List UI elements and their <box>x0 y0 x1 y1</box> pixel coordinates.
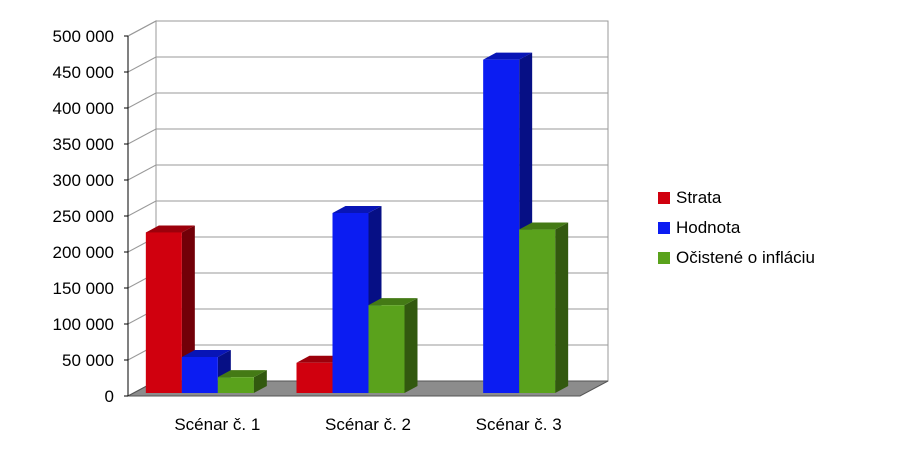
bar <box>332 206 382 393</box>
y-tick-label: 500 000 <box>53 27 114 46</box>
y-tick-label: 200 000 <box>53 243 114 262</box>
x-tick-label: Scénar č. 2 <box>325 415 411 434</box>
y-tick-label: 50 000 <box>62 351 114 370</box>
y-tick-label: 150 000 <box>53 279 114 298</box>
bar-front <box>217 377 254 393</box>
gridline-side <box>127 164 157 181</box>
y-tick-label: 250 000 <box>53 207 114 226</box>
bar-top <box>483 52 533 60</box>
y-tick-label: 400 000 <box>53 99 114 118</box>
bar-top <box>181 350 231 357</box>
bar-side <box>404 298 418 393</box>
legend-item-hodnota: Hodnota <box>658 213 815 243</box>
bar <box>368 298 418 393</box>
bar-front <box>483 59 520 393</box>
y-tick-label: 100 000 <box>53 315 114 334</box>
bar-front <box>181 357 218 393</box>
bar <box>145 225 195 393</box>
y-tick-label: 0 <box>105 387 114 406</box>
bar-front <box>296 362 333 393</box>
legend-swatch-hodnota <box>658 222 670 234</box>
x-tick-label: Scénar č. 3 <box>476 415 562 434</box>
legend-label-ocistene: Očistené o infláciu <box>676 248 815 267</box>
bar-front <box>368 305 405 393</box>
gridline-side <box>127 200 157 217</box>
x-tick-label: Scénar č. 1 <box>174 415 260 434</box>
bar-side <box>555 222 569 393</box>
y-axis-tick-labels: 0 50 000 100 000 150 000 200 000 250 000 300 0… <box>53 27 114 406</box>
bar-front <box>519 229 556 393</box>
bars <box>145 52 569 393</box>
bar-front <box>332 213 369 393</box>
bar-top <box>332 206 382 213</box>
y-tick-label: 300 000 <box>53 171 114 190</box>
legend-swatch-ocistene <box>658 252 670 264</box>
gridline-side <box>127 56 157 73</box>
legend: Strata Hodnota Očistené o infláciu <box>658 183 815 273</box>
legend-label-hodnota: Hodnota <box>676 218 741 237</box>
bar-front <box>145 232 182 393</box>
x-axis-tick-labels: Scénar č. 1 Scénar č. 2 Scénar č. 3 <box>174 415 561 434</box>
bar <box>483 52 533 393</box>
legend-label-strata: Strata <box>676 188 722 207</box>
bar-top <box>145 225 195 233</box>
bar-side <box>253 370 267 393</box>
bar <box>217 370 267 393</box>
bar-top <box>519 222 569 230</box>
gridline-side <box>127 128 157 145</box>
bar <box>519 222 569 393</box>
legend-item-ocistene: Očistené o infláciu <box>658 243 815 273</box>
bar-side <box>181 225 195 393</box>
bar-top <box>368 298 418 306</box>
legend-item-strata: Strata <box>658 183 815 213</box>
y-tick-label: 350 000 <box>53 135 114 154</box>
legend-swatch-strata <box>658 192 670 204</box>
y-tick-label: 450 000 <box>53 63 114 82</box>
bar-top <box>217 370 267 378</box>
gridline-side <box>127 92 157 109</box>
gridline-side <box>127 20 157 37</box>
